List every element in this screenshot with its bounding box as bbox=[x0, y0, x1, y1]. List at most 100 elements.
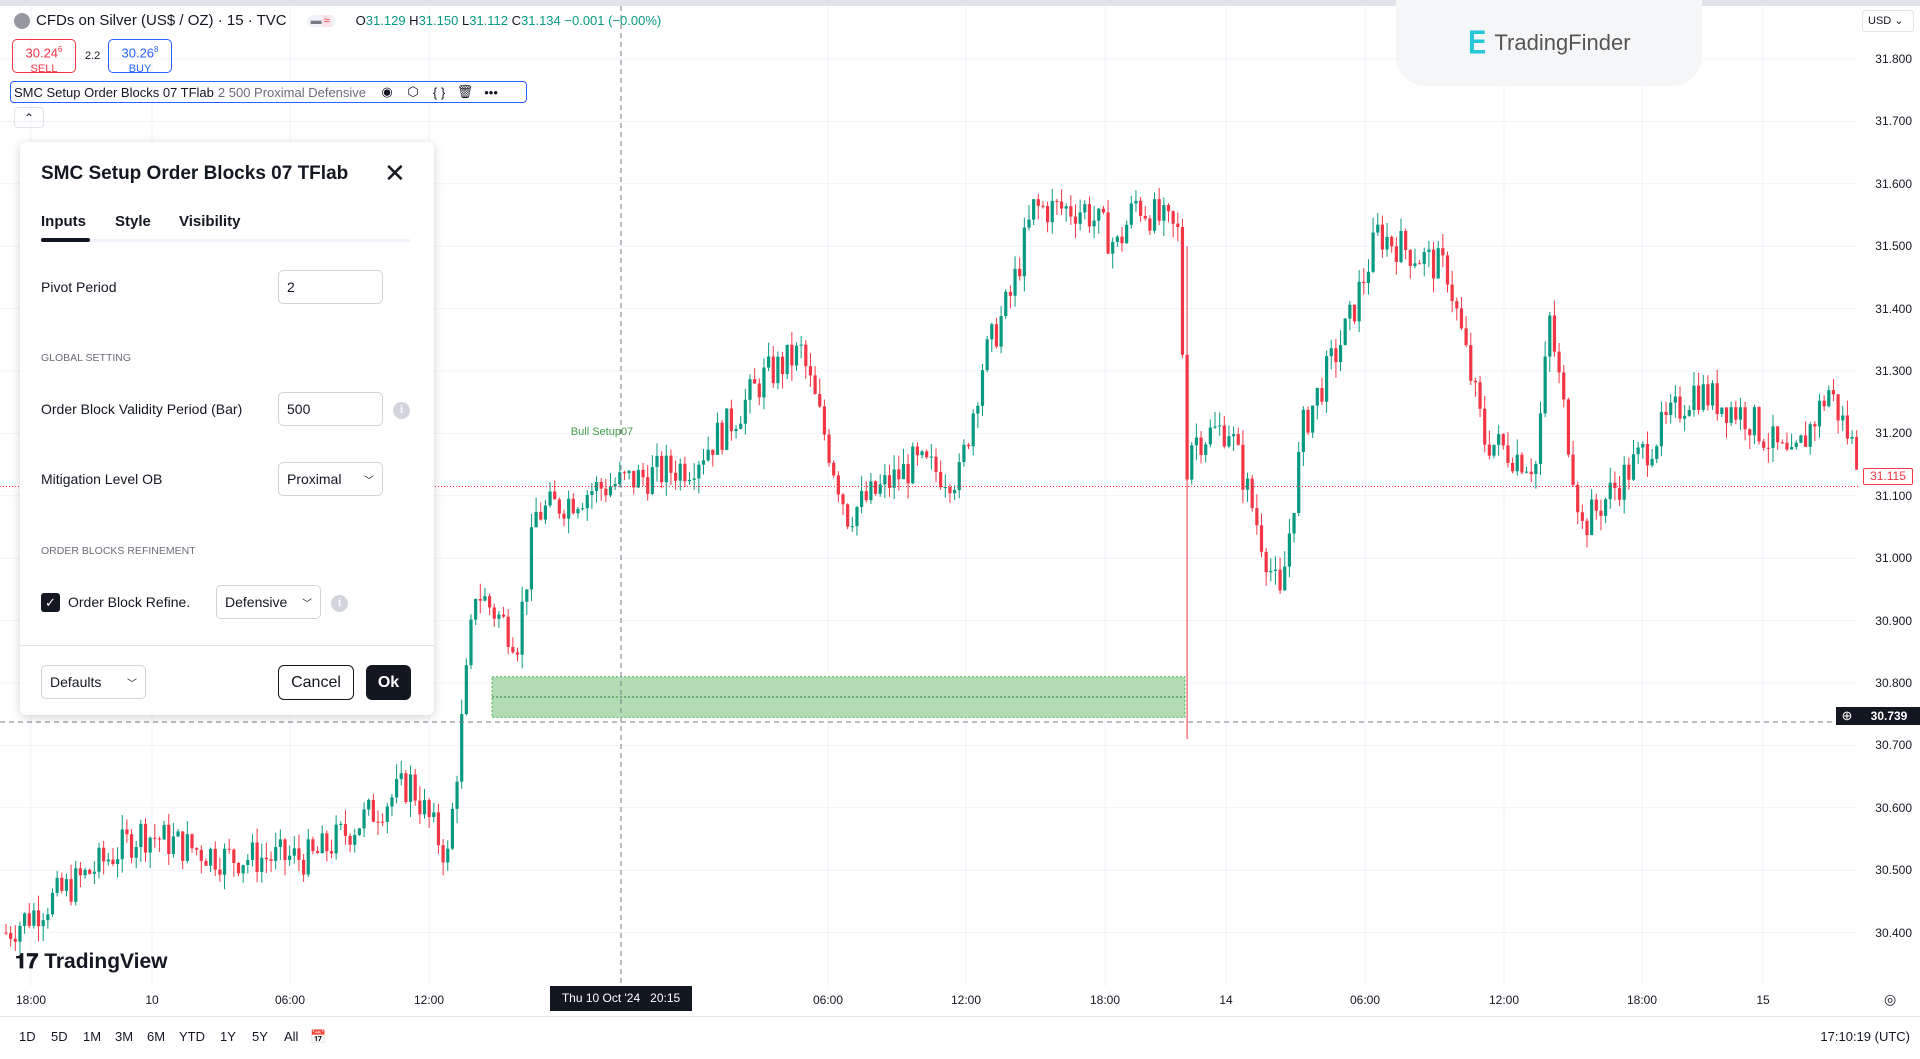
candle-body bbox=[181, 831, 185, 861]
symbol-title[interactable]: CFDs on Silver (US$ / OZ) · 15 · TVC bbox=[36, 12, 287, 29]
currency-select[interactable]: USD ⌄ bbox=[1862, 10, 1914, 32]
candle-body bbox=[1334, 348, 1338, 363]
candle-body bbox=[36, 910, 41, 927]
candle-body bbox=[1106, 212, 1110, 254]
candle-body bbox=[362, 809, 366, 829]
collapse-legend-button[interactable]: ⌃ bbox=[14, 107, 44, 128]
price-axis[interactable]: USD ⌄ 31.800 31.700 31.600 31.500 31.400 31.3… bbox=[1858, 0, 1920, 986]
candle-body bbox=[395, 779, 399, 798]
candle-body bbox=[581, 508, 585, 510]
candle-body bbox=[218, 869, 222, 875]
cancel-button[interactable]: Cancel bbox=[278, 665, 354, 700]
tab-inputs[interactable]: Inputs bbox=[41, 213, 86, 230]
candle-body bbox=[134, 846, 138, 858]
candle-body bbox=[88, 869, 92, 874]
indicator-legend[interactable]: SMC Setup Order Blocks 07 TFlab 2 500 Pr… bbox=[10, 81, 527, 103]
candle-body bbox=[1218, 425, 1222, 427]
range-1m[interactable]: 1M bbox=[83, 1029, 102, 1044]
axis-settings-icon[interactable]: ◎ bbox=[1884, 991, 1897, 1007]
candlestick-chart[interactable]: Bull Setup07 bbox=[0, 6, 1858, 986]
tradingview-icon: 𝟏𝟕 bbox=[15, 950, 39, 973]
range-5d[interactable]: 5D bbox=[51, 1029, 68, 1044]
candle-body bbox=[78, 868, 82, 876]
candle-body bbox=[1129, 203, 1133, 225]
candle-body bbox=[878, 484, 882, 494]
candle-body bbox=[697, 464, 701, 479]
info-icon[interactable]: i bbox=[331, 595, 348, 612]
eye-icon[interactable]: ◉ bbox=[381, 84, 393, 99]
tab-visibility[interactable]: Visibility bbox=[179, 213, 241, 230]
candle-body bbox=[604, 488, 608, 496]
candle-body bbox=[1013, 268, 1017, 296]
candle-body bbox=[1259, 525, 1264, 552]
candle-body bbox=[1157, 199, 1161, 221]
candle-body bbox=[1394, 246, 1398, 262]
candle-body bbox=[176, 831, 180, 837]
candle-body bbox=[1636, 447, 1640, 455]
buy-button[interactable]: 30.268 BUY bbox=[108, 39, 172, 75]
candle-body bbox=[1352, 304, 1357, 322]
market-status-icon: ▬ ≈ bbox=[306, 14, 336, 27]
candle-body bbox=[376, 821, 380, 823]
candle-body bbox=[1850, 436, 1854, 439]
info-icon[interactable]: i bbox=[393, 402, 410, 419]
crosshair-price-label: 30.739 bbox=[1858, 707, 1920, 725]
close-icon[interactable]: ✕ bbox=[384, 158, 406, 188]
price-tick-label: 31.700 bbox=[1875, 114, 1912, 129]
range-5y[interactable]: 5Y bbox=[252, 1029, 268, 1044]
date-range-icon[interactable]: 📅 bbox=[310, 1029, 327, 1044]
range-1y[interactable]: 1Y bbox=[220, 1029, 236, 1044]
ok-button[interactable]: Ok bbox=[366, 665, 411, 700]
candle-body bbox=[771, 356, 775, 384]
defaults-select[interactable]: Defaults ﹀ bbox=[41, 665, 146, 699]
refine-select[interactable]: Defensive ﹀ bbox=[216, 585, 321, 619]
candle-body bbox=[232, 849, 236, 863]
more-icon[interactable]: ••• bbox=[484, 84, 498, 100]
indicator-settings-dialog: SMC Setup Order Blocks 07 TFlab ✕ Inputs… bbox=[20, 142, 434, 715]
refine-checkbox[interactable]: ✓ bbox=[41, 593, 60, 612]
candle-body bbox=[1301, 409, 1305, 452]
candle-body bbox=[1608, 482, 1612, 500]
range-all[interactable]: All bbox=[284, 1029, 299, 1044]
candle-body bbox=[669, 455, 673, 473]
spread-value: 2.2 bbox=[85, 50, 101, 62]
settings-icon[interactable]: ⬡ bbox=[407, 84, 419, 99]
range-1d[interactable]: 1D bbox=[19, 1029, 36, 1044]
candle-body bbox=[1650, 458, 1654, 466]
range-3m[interactable]: 3M bbox=[115, 1029, 134, 1044]
candle-body bbox=[148, 837, 152, 853]
add-alert-icon[interactable]: ⊕ bbox=[1836, 707, 1858, 725]
sell-button[interactable]: 30.246 SELL bbox=[12, 39, 76, 75]
tab-style[interactable]: Style bbox=[115, 213, 151, 230]
active-tab-indicator bbox=[41, 238, 90, 242]
global-setting-heading: GLOBAL SETTING bbox=[41, 352, 132, 364]
candle-body bbox=[1273, 569, 1278, 571]
range-ytd[interactable]: YTD bbox=[179, 1029, 205, 1044]
candle-body bbox=[873, 481, 878, 494]
candle-body bbox=[1580, 512, 1584, 521]
candle-body bbox=[883, 475, 887, 485]
candle-body bbox=[1380, 224, 1384, 250]
candle-body bbox=[343, 823, 348, 836]
candle-body bbox=[1473, 380, 1477, 383]
source-code-icon[interactable]: { } bbox=[432, 84, 446, 100]
candle-body bbox=[1227, 436, 1231, 447]
clock[interactable]: 17:10:19 (UTC) bbox=[1820, 1029, 1910, 1044]
candle-body bbox=[1766, 447, 1770, 449]
candle-body bbox=[274, 846, 278, 861]
pivot-period-input[interactable]: 2 bbox=[278, 270, 383, 304]
candle-body bbox=[157, 838, 162, 840]
candle-body bbox=[734, 428, 738, 432]
candle-body bbox=[1799, 435, 1803, 443]
candle-body bbox=[106, 859, 110, 862]
mitigation-level-select[interactable]: Proximal ﹀ bbox=[278, 462, 383, 496]
validity-period-input[interactable]: 500 bbox=[278, 392, 383, 426]
range-6m[interactable]: 6M bbox=[147, 1029, 166, 1044]
candle-body bbox=[715, 422, 720, 455]
candle-body bbox=[441, 845, 445, 863]
time-axis[interactable]: 18:00 10 06:00 12:00 06:00 12:00 18:00 14 06:00 1… bbox=[0, 986, 1920, 1016]
candle-body bbox=[725, 408, 729, 450]
delete-icon[interactable]: 🗑 bbox=[456, 84, 474, 99]
candle-body bbox=[1292, 512, 1296, 534]
candle-body bbox=[1408, 249, 1412, 266]
